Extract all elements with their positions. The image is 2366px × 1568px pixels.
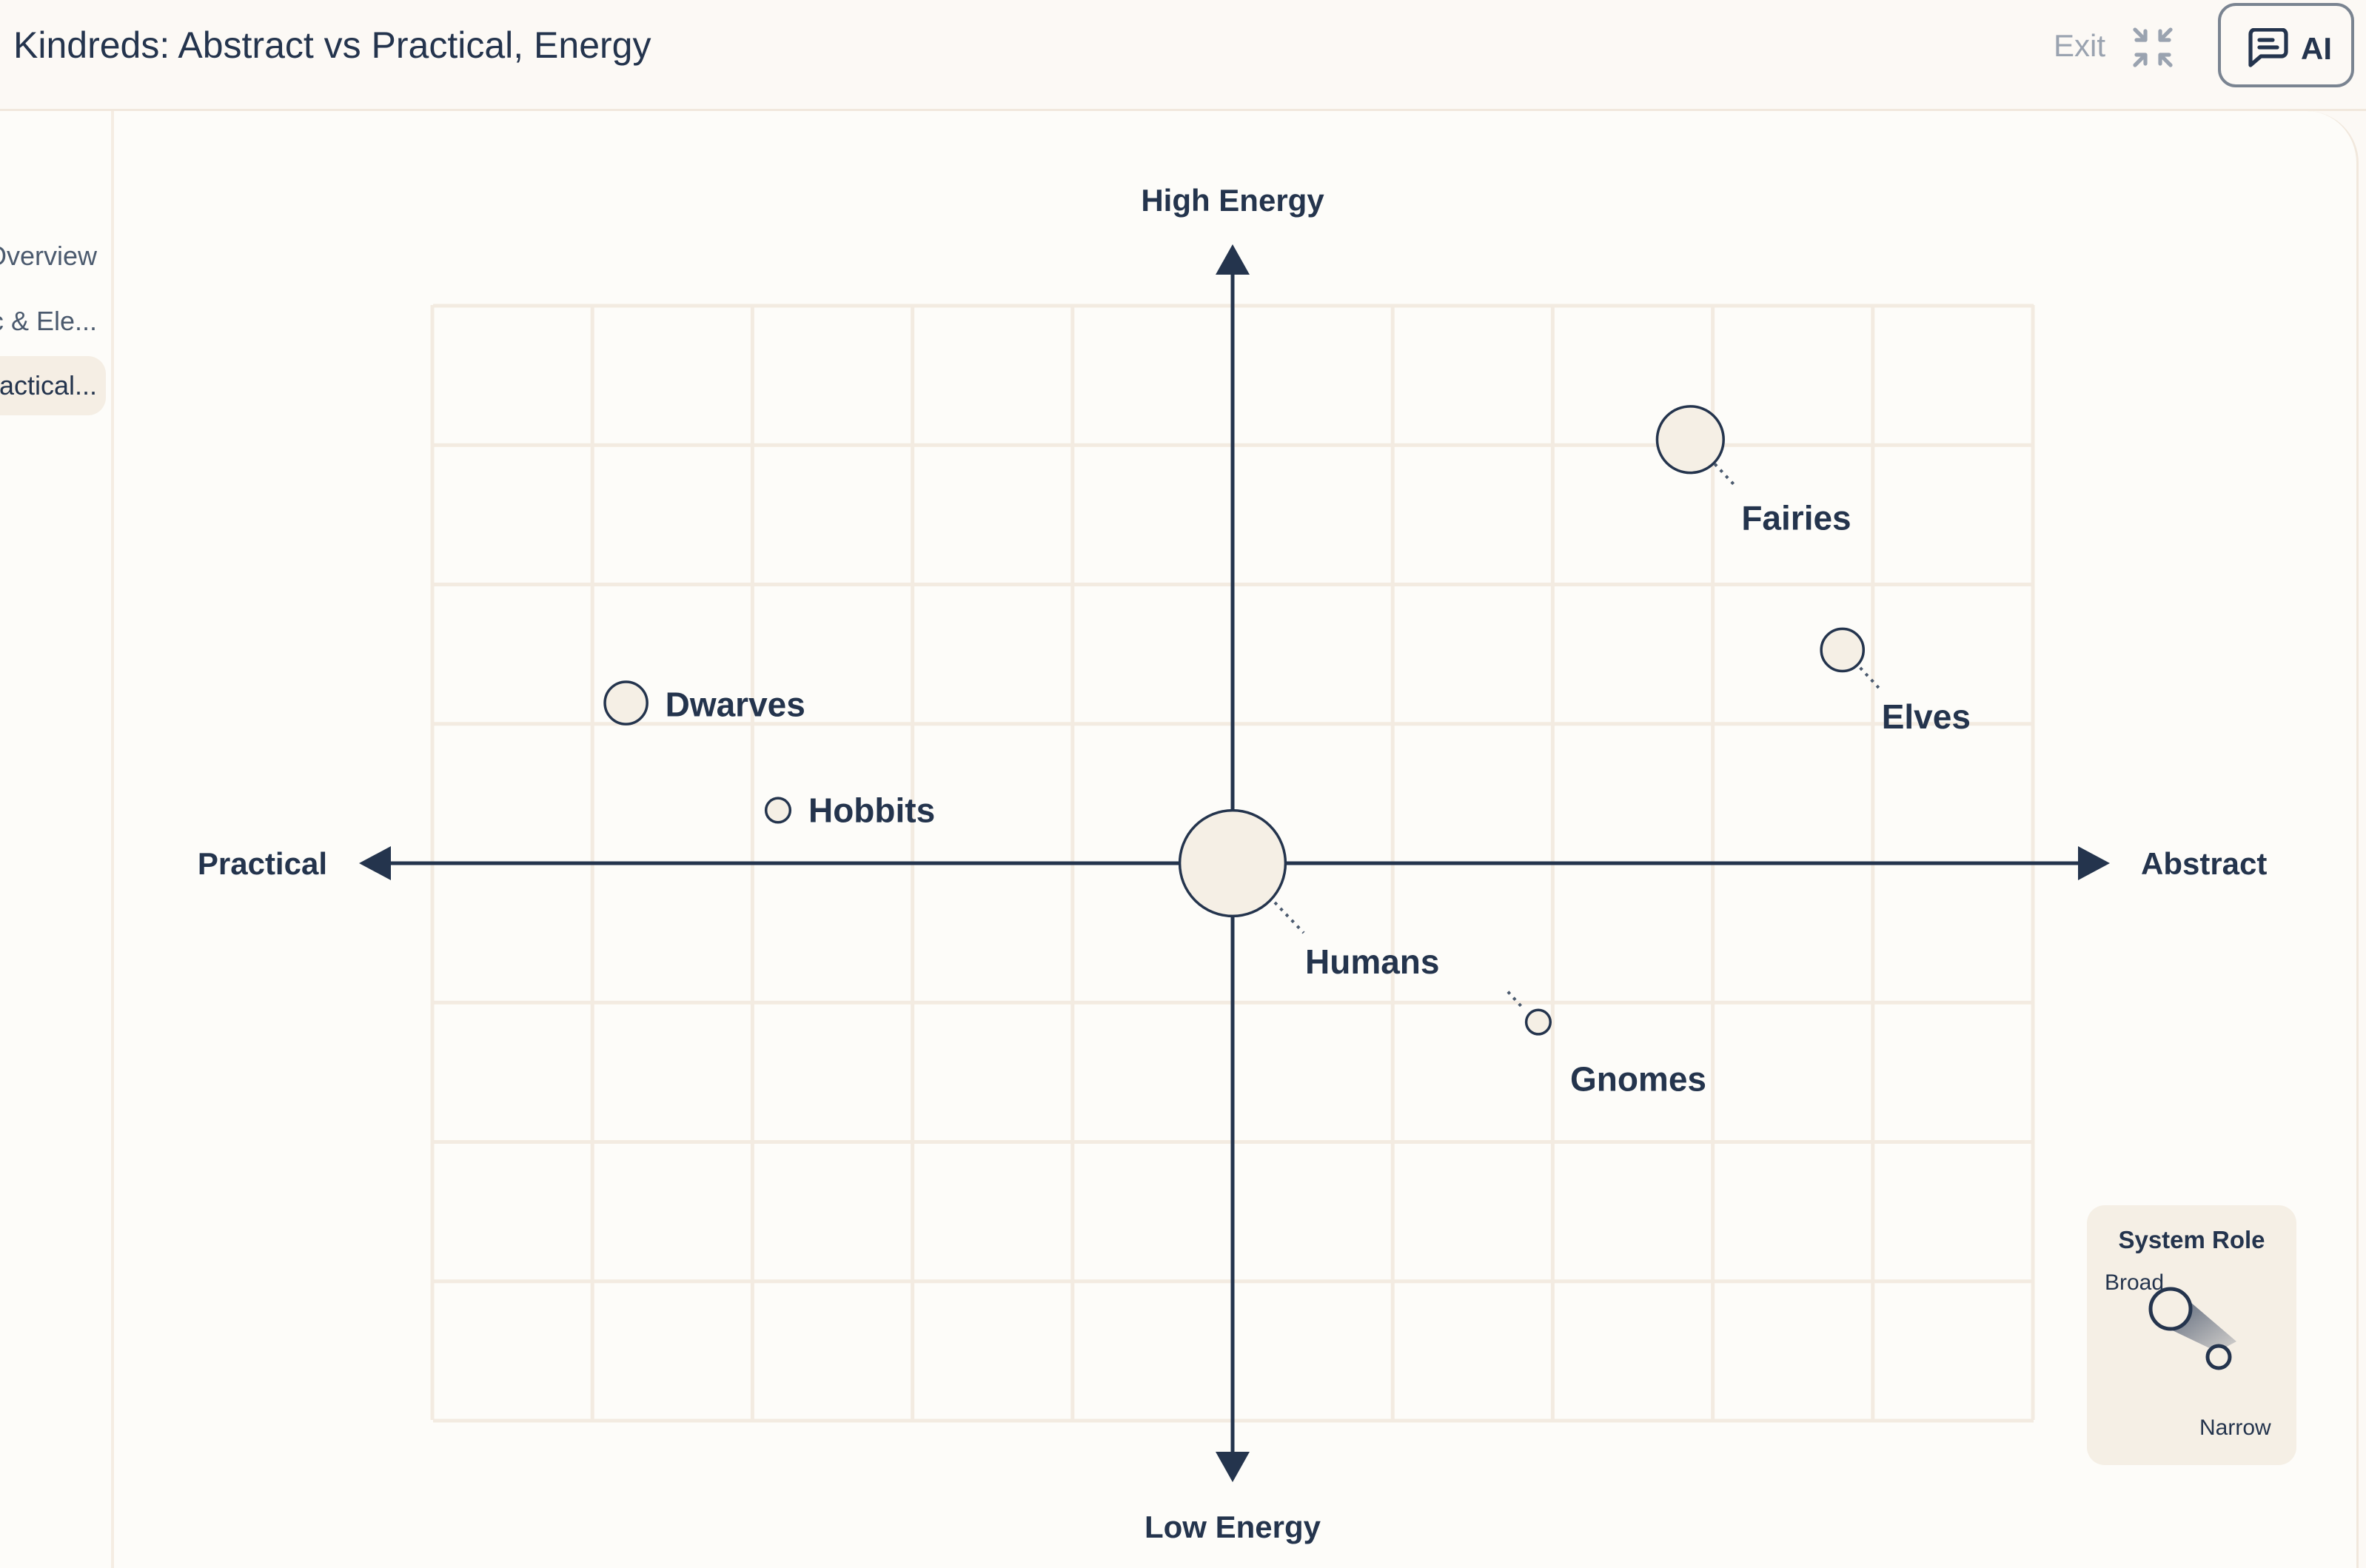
data-point-hobbits[interactable]: Hobbits xyxy=(764,791,936,829)
data-point-fairies[interactable]: Fairies xyxy=(1655,405,1851,537)
page-title: Kindreds: Abstract vs Practical, Energy xyxy=(13,24,651,66)
label-connector xyxy=(1859,666,1880,689)
x-axis-positive-label: Abstract xyxy=(2141,846,2267,881)
sidebar-item-magic[interactable]: Magic & Ele... xyxy=(0,292,106,351)
sidebar: Overview Magic & Ele... Abstract vs Prac… xyxy=(0,111,114,1568)
size-legend-graphic xyxy=(2148,1287,2236,1370)
data-point-dwarves[interactable]: Dwarves xyxy=(603,680,805,726)
y-axis-positive-label: High Energy xyxy=(1141,183,1324,218)
y-axis-negative-label: Low Energy xyxy=(1145,1510,1321,1544)
y-axis-up-arrow xyxy=(1216,244,1250,275)
bubble-marker[interactable] xyxy=(764,797,792,824)
x-axis-negative-label: Practical xyxy=(198,846,327,881)
point-label: Dwarves xyxy=(666,686,805,724)
x-axis-right-arrow xyxy=(2078,846,2110,880)
data-point-gnomes[interactable]: Gnomes xyxy=(1507,991,1706,1099)
label-connector xyxy=(1713,463,1737,488)
label-connector xyxy=(1273,901,1305,934)
sidebar-item-label: Abstract vs Practical... xyxy=(0,370,97,401)
legend-narrow-circle xyxy=(2205,1344,2232,1370)
legend-broad-label: Broad xyxy=(2105,1270,2165,1295)
point-label: Hobbits xyxy=(808,791,935,829)
x-axis-left-arrow xyxy=(359,846,391,880)
legend-narrow-label: Narrow xyxy=(2199,1415,2271,1440)
bubble-marker[interactable] xyxy=(1178,808,1287,918)
ai-button[interactable]: AI xyxy=(2218,3,2354,87)
point-label: Gnomes xyxy=(1570,1060,1706,1099)
data-point-humans[interactable]: Humans xyxy=(1178,808,1440,981)
point-label: Fairies xyxy=(1741,499,1851,537)
legend-broad-circle xyxy=(2148,1287,2193,1331)
legend-title: System Role xyxy=(2118,1226,2265,1253)
exit-button[interactable]: Exit xyxy=(2054,28,2106,63)
collapse-arrows-icon[interactable] xyxy=(2131,25,2175,70)
point-label: Elves xyxy=(1882,697,1971,736)
size-legend: System Role Broad Narrow xyxy=(2087,1205,2296,1465)
bubble-marker[interactable] xyxy=(1655,405,1725,475)
bubble-marker[interactable] xyxy=(1820,627,1866,673)
y-axis-down-arrow xyxy=(1216,1452,1250,1482)
data-point-elves[interactable]: Elves xyxy=(1820,627,1971,736)
bubble-marker[interactable] xyxy=(603,680,649,726)
point-label: Humans xyxy=(1305,942,1439,981)
bubble-marker[interactable] xyxy=(1524,1008,1552,1036)
sidebar-item-abstract-practical[interactable]: Abstract vs Practical... xyxy=(0,356,106,415)
sidebar-item-label: Magic & Ele... xyxy=(0,306,97,336)
ai-label: AI xyxy=(2301,31,2332,66)
sidebar-item-overview[interactable]: Overview xyxy=(0,227,106,286)
sidebar-item-label: Overview xyxy=(0,241,97,271)
chat-message-icon xyxy=(2248,28,2288,67)
label-connector xyxy=(1507,991,1525,1010)
header-bar: Kindreds: Abstract vs Practical, Energy … xyxy=(0,0,2366,111)
